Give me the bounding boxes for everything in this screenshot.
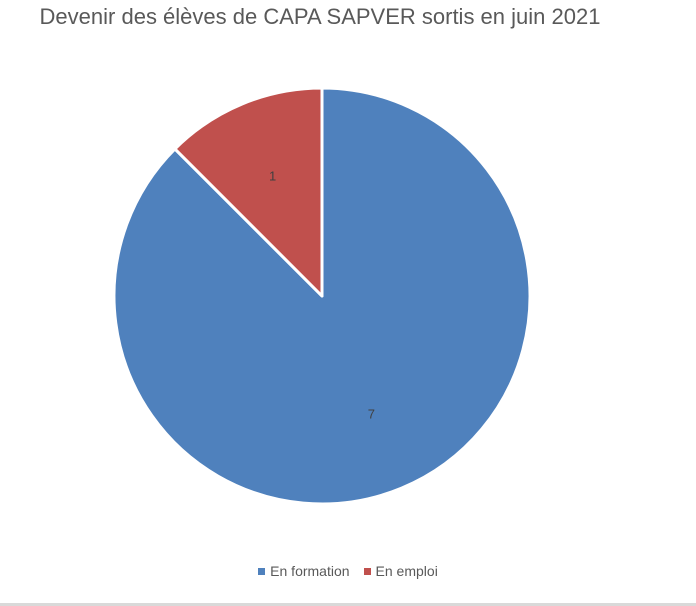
data-label-en-emploi: 1 xyxy=(269,168,276,183)
legend-item-en-emploi: En emploi xyxy=(363,563,438,579)
legend-item-en-formation: En formation xyxy=(258,563,350,579)
pie-slice-en-emploi xyxy=(173,86,324,298)
legend-swatch xyxy=(258,567,266,575)
data-label-en-formation: 7 xyxy=(368,407,375,422)
legend: En formation En emploi xyxy=(0,563,696,579)
chart-title: Devenir des élèves de CAPA SAPVER sortis… xyxy=(39,4,601,29)
legend-swatch xyxy=(363,567,371,575)
frame-bottom-border xyxy=(0,603,696,606)
legend-label: En formation xyxy=(270,563,350,579)
legend-label: En emploi xyxy=(375,563,438,579)
